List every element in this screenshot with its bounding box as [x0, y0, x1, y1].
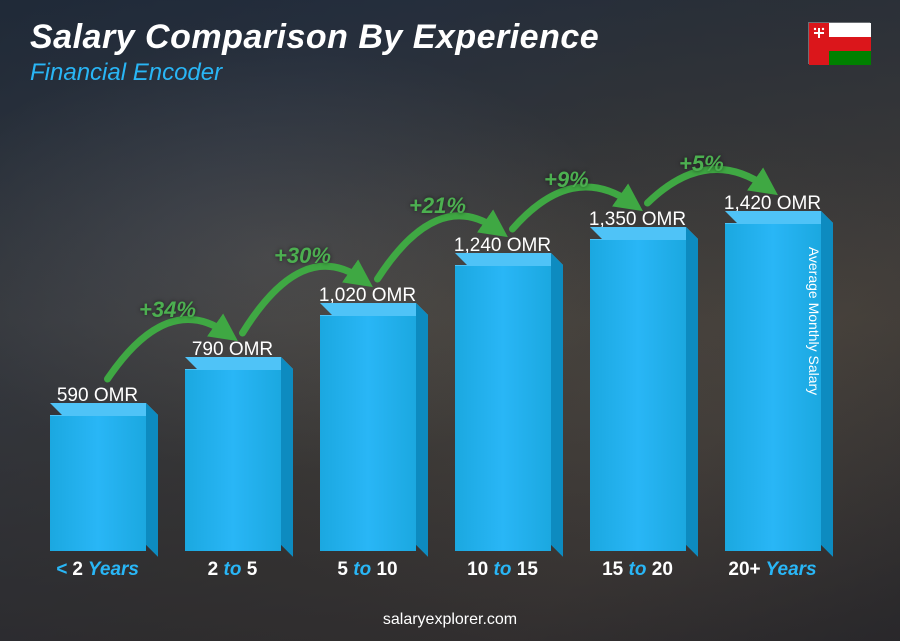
- footer-attribution: salaryexplorer.com: [0, 611, 900, 629]
- bar-group: 1,240 OMR: [435, 235, 570, 551]
- chart-area: 590 OMR 790 OMR 1,020 OMR 1,240 OMR 1,35…: [30, 120, 840, 581]
- bar-top-face: [590, 227, 698, 239]
- bar-front-face: [455, 265, 551, 551]
- bar-side-face: [416, 303, 428, 557]
- bar: [590, 239, 686, 551]
- bar-top-face: [50, 403, 158, 415]
- bar-front-face: [185, 369, 281, 551]
- bar-top-face: [320, 303, 428, 315]
- x-axis-label: 20+ Years: [705, 559, 840, 581]
- bar-group: 790 OMR: [165, 339, 300, 551]
- y-axis-label: Average Monthly Salary: [806, 246, 822, 394]
- chart-subtitle: Financial Encoder: [30, 59, 870, 87]
- x-axis-labels: < 2 Years2 to 55 to 1010 to 1515 to 2020…: [30, 559, 840, 581]
- pct-increase-label: +21%: [409, 193, 466, 219]
- x-axis-label: 2 to 5: [165, 559, 300, 581]
- bar-group: 1,020 OMR: [300, 285, 435, 551]
- x-axis-label: < 2 Years: [30, 559, 165, 581]
- bar: [455, 265, 551, 551]
- x-axis-label: 15 to 20: [570, 559, 705, 581]
- pct-increase-label: +5%: [679, 151, 724, 177]
- x-axis-label: 10 to 15: [435, 559, 570, 581]
- bar-top-face: [725, 211, 833, 223]
- header: Salary Comparison By Experience Financia…: [30, 18, 870, 87]
- bar-top-face: [455, 253, 563, 265]
- bars-container: 590 OMR 790 OMR 1,020 OMR 1,240 OMR 1,35…: [30, 120, 840, 551]
- bar: [185, 369, 281, 551]
- bar-front-face: [590, 239, 686, 551]
- bar-side-face: [146, 403, 158, 557]
- bar-side-face: [821, 211, 833, 557]
- bar-side-face: [281, 357, 293, 557]
- bar-front-face: [320, 315, 416, 551]
- bar-group: 590 OMR: [30, 385, 165, 551]
- chart-title: Salary Comparison By Experience: [30, 18, 870, 57]
- pct-increase-label: +34%: [139, 297, 196, 323]
- bar: [320, 315, 416, 551]
- bar-top-face: [185, 357, 293, 369]
- pct-increase-label: +30%: [274, 243, 331, 269]
- pct-increase-label: +9%: [544, 167, 589, 193]
- bar: [50, 415, 146, 551]
- bar-front-face: [50, 415, 146, 551]
- bar-side-face: [686, 227, 698, 557]
- bar-side-face: [551, 253, 563, 557]
- flag-oman: [808, 22, 870, 64]
- x-axis-label: 5 to 10: [300, 559, 435, 581]
- bar-group: 1,350 OMR: [570, 209, 705, 551]
